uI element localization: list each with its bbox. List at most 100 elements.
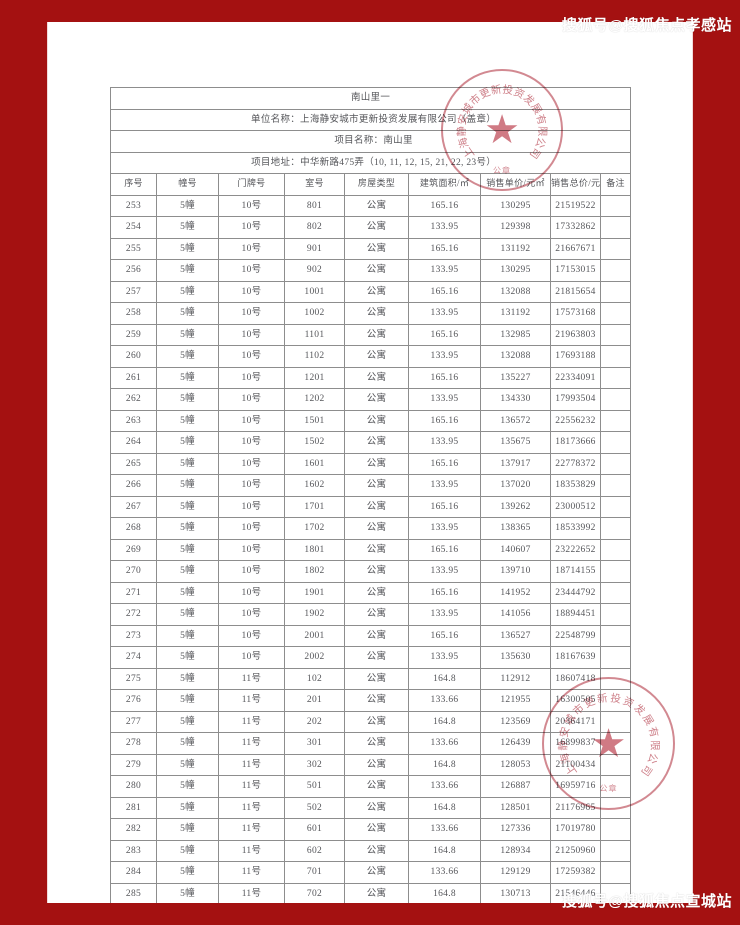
cell-3: 202 (284, 710, 345, 733)
cell-2: 11号 (218, 796, 285, 819)
cell-5: 133.95 (408, 603, 481, 626)
cell-5: 165.16 (408, 323, 481, 346)
cell-1: 5幢 (156, 538, 219, 561)
table-row: 272 5幢 10号 1902 公寓 133.95 141056 18894451 (110, 603, 632, 626)
table-row: 270 5幢 10号 1802 公寓 133.95 139710 18714155 (110, 560, 632, 583)
cell-3: 301 (284, 732, 345, 755)
cell-7: 23222652 (550, 538, 601, 561)
cell-3: 701 (284, 861, 345, 884)
cell-0: 258 (110, 302, 157, 325)
cell-6: 129129 (480, 861, 551, 884)
cell-7: 21667671 (550, 237, 601, 260)
cell-4: 公寓 (344, 732, 409, 755)
column-header-6: 销售单价/元㎡ (480, 173, 551, 196)
table-row: 268 5幢 10号 1702 公寓 133.95 138365 18533992 (110, 517, 632, 540)
cell-7: 21963803 (550, 323, 601, 346)
cell-8 (599, 517, 632, 540)
cell-5: 165.16 (408, 538, 481, 561)
cell-4: 公寓 (344, 345, 409, 368)
cell-1: 5幢 (156, 345, 219, 368)
cell-2: 10号 (218, 431, 285, 454)
cell-1: 5幢 (156, 560, 219, 583)
cell-4: 公寓 (344, 603, 409, 626)
cell-0: 270 (110, 560, 157, 583)
cell-7: 22334091 (550, 366, 601, 389)
table-row: 266 5幢 10号 1602 公寓 133.95 137020 18353829 (110, 474, 632, 497)
cell-8 (599, 753, 632, 776)
table-row: 281 5幢 11号 502 公寓 164.8 128501 21176965 (110, 796, 632, 819)
cell-2: 10号 (218, 237, 285, 260)
cell-6: 126439 (480, 732, 551, 755)
table-header-row: 序号 幢号 门牌号 室号 房屋类型 建筑面积/㎡ 销售单价/元㎡ 销售总价/元 备注 (110, 173, 632, 196)
cell-4: 公寓 (344, 689, 409, 712)
cell-1: 5幢 (156, 237, 219, 260)
cell-4: 公寓 (344, 818, 409, 841)
table-title-row: 南山里一 (109, 87, 632, 110)
cell-0: 280 (110, 775, 157, 798)
cell-6: 137917 (480, 452, 551, 475)
cell-7: 20364171 (550, 710, 601, 733)
table-row: 261 5幢 10号 1201 公寓 165.16 135227 22334091 (110, 366, 632, 389)
cell-6: 128501 (480, 796, 551, 819)
cell-1: 5幢 (156, 366, 219, 389)
cell-4: 公寓 (344, 882, 409, 905)
cell-0: 253 (110, 194, 157, 217)
cell-8 (599, 624, 632, 647)
cell-4: 公寓 (344, 259, 409, 282)
table-row: 258 5幢 10号 1002 公寓 133.95 131192 17573168 (110, 302, 632, 325)
cell-3: 1601 (284, 452, 345, 475)
cell-5: 164.8 (408, 839, 481, 862)
cell-2: 10号 (218, 624, 285, 647)
cell-5: 133.95 (408, 216, 481, 239)
cell-8 (599, 237, 632, 260)
cell-4: 公寓 (344, 775, 409, 798)
cell-8 (599, 603, 632, 626)
cell-4: 公寓 (344, 517, 409, 540)
cell-7: 16899837 (550, 732, 601, 755)
cell-4: 公寓 (344, 624, 409, 647)
cell-1: 5幢 (156, 216, 219, 239)
cell-0: 262 (110, 388, 157, 411)
column-header-1: 幢号 (156, 173, 219, 196)
cell-4: 公寓 (344, 861, 409, 884)
cell-7: 18607418 (550, 667, 601, 690)
cell-8 (599, 259, 632, 282)
cell-1: 5幢 (156, 818, 219, 841)
cell-2: 10号 (218, 560, 285, 583)
cell-2: 11号 (218, 667, 285, 690)
cell-3: 1502 (284, 431, 345, 454)
cell-5: 133.95 (408, 259, 481, 282)
cell-5: 165.16 (408, 581, 481, 604)
cell-6: 132985 (480, 323, 551, 346)
cell-3: 502 (284, 796, 345, 819)
column-header-7: 销售总价/元 (550, 173, 601, 196)
cell-1: 5幢 (156, 861, 219, 884)
cell-8 (599, 775, 632, 798)
cell-0: 266 (110, 474, 157, 497)
cell-7: 22556232 (550, 409, 601, 432)
cell-3: 901 (284, 237, 345, 260)
cell-8 (599, 796, 632, 819)
cell-3: 2002 (284, 646, 345, 669)
cell-5: 165.16 (408, 280, 481, 303)
cell-6: 136527 (480, 624, 551, 647)
cell-1: 5幢 (156, 302, 219, 325)
cell-2: 11号 (218, 753, 285, 776)
cell-1: 5幢 (156, 796, 219, 819)
cell-7: 23444792 (550, 581, 601, 604)
cell-7: 18353829 (550, 474, 601, 497)
cell-3: 902 (284, 259, 345, 282)
cell-3: 1702 (284, 517, 345, 540)
cell-1: 5幢 (156, 323, 219, 346)
cell-8 (599, 689, 632, 712)
seal-ring-char: 公 (644, 750, 660, 765)
price-filing-table: 南山里一 单位名称：上海静安城市更新投资发展有限公司（盖章） 项目名称：南山里 项目地… (109, 87, 632, 914)
table-row: 265 5幢 10号 1601 公寓 165.16 137917 22778372 (110, 452, 632, 475)
cell-0: 284 (110, 861, 157, 884)
cell-3: 2001 (284, 624, 345, 647)
cell-7: 21519522 (550, 194, 601, 217)
cell-3: 1602 (284, 474, 345, 497)
cell-3: 1902 (284, 603, 345, 626)
cell-8 (599, 302, 632, 325)
cell-6: 126887 (480, 775, 551, 798)
